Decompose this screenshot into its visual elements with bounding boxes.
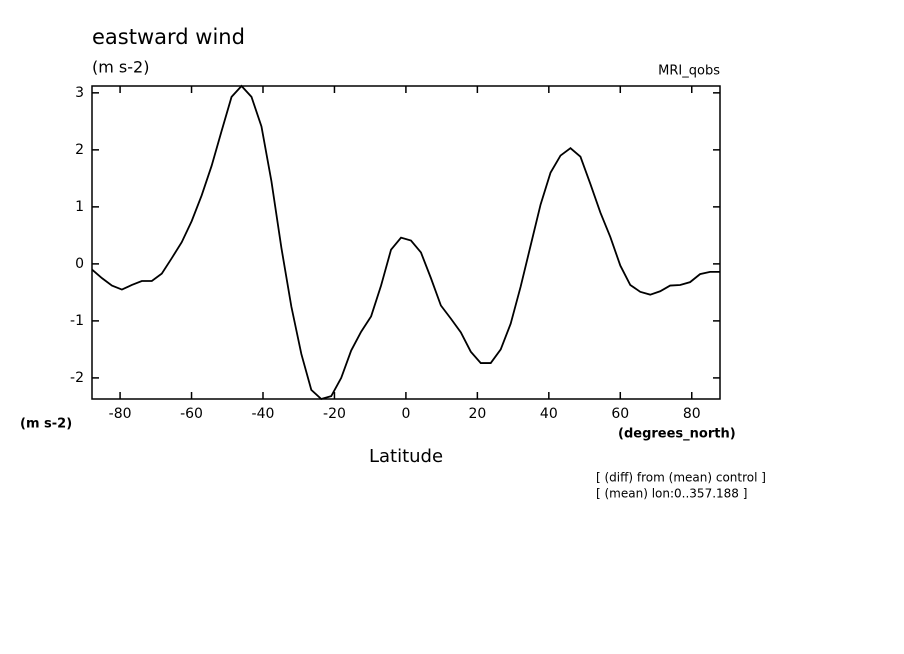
x-tick-label: -80 (109, 406, 132, 422)
x-tick-label: -40 (252, 406, 275, 422)
plot-frame (91, 85, 721, 400)
chart-subtitle: (m s-2) (92, 58, 149, 77)
data-line (91, 84, 720, 401)
y-tick-label: 3 (75, 85, 84, 101)
x-tick-label: 0 (401, 406, 410, 422)
x-axis-units: (degrees_north) (618, 427, 736, 442)
x-tick-label: 80 (683, 406, 701, 422)
note: [ (mean) lon:0..357.188 ] (596, 487, 747, 501)
x-tick-label: -60 (180, 406, 203, 422)
y-tick-label: 0 (75, 256, 84, 272)
y-tick-label: 1 (75, 199, 84, 215)
y-tick-label: -1 (70, 313, 84, 329)
x-tick-label: 40 (540, 406, 558, 422)
x-axis-label: Latitude (369, 446, 443, 467)
y-axis-label: (m s-2) (20, 417, 72, 432)
x-tick-label: -20 (323, 406, 346, 422)
chart-title: eastward wind (92, 25, 245, 49)
y-tick-label: 2 (75, 142, 84, 158)
x-tick-label: 60 (611, 406, 629, 422)
y-tick-label: -2 (70, 370, 84, 386)
x-tick-label: 20 (468, 406, 486, 422)
note: [ (diff) from (mean) control ] (596, 471, 766, 485)
dataset-label: MRI_qobs (658, 64, 720, 79)
